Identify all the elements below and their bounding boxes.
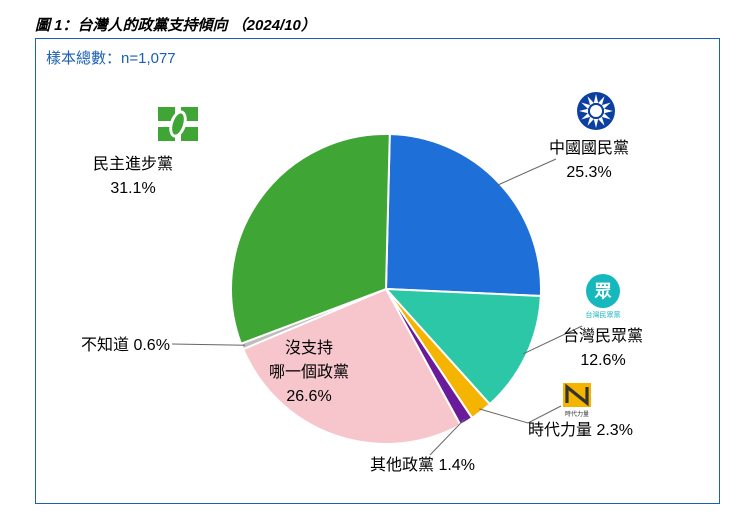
leader-line-dk: [172, 344, 245, 345]
npp-logo-icon: 時代力量: [563, 383, 591, 417]
pie-slice-kmt: [386, 134, 541, 296]
dk-text: 不知道 0.6%: [81, 337, 170, 354]
svg-text:眾: 眾: [594, 282, 612, 301]
tpp-label: 台灣民眾黨 12.6%: [563, 325, 643, 373]
svg-text:時代力量: 時代力量: [565, 410, 589, 417]
tpp-percent: 12.6%: [563, 349, 643, 373]
other-text: 其他政黨 1.4%: [370, 457, 475, 474]
dpp-percent: 31.1%: [93, 177, 173, 201]
dpp-name: 民主進步黨: [93, 153, 173, 177]
dk-label: 不知道 0.6%: [81, 334, 170, 358]
other-label: 其他政黨 1.4%: [370, 454, 475, 478]
none-label: 沒支持 哪一個政黨 26.6%: [269, 337, 349, 409]
kmt-percent: 25.3%: [549, 161, 629, 185]
chart-container: 圖 1：台灣人的政黨支持傾向 （2024/10） 樣本總數：n=1,077 中國…: [0, 0, 753, 518]
kmt-name: 中國國民黨: [549, 137, 629, 161]
svg-text:台灣民眾黨: 台灣民眾黨: [586, 310, 621, 319]
npp-label: 時代力量 2.3%: [528, 419, 633, 443]
npp-text: 時代力量 2.3%: [528, 422, 633, 439]
chart-title: 圖 1：台灣人的政黨支持傾向 （2024/10）: [35, 14, 316, 35]
dpp-label: 民主進步黨 31.1%: [93, 153, 173, 201]
kmt-label: 中國國民黨 25.3%: [549, 137, 629, 185]
dpp-logo-icon: [158, 107, 198, 141]
leader-line-kmt: [497, 159, 556, 185]
tpp-name: 台灣民眾黨: [563, 325, 643, 349]
kmt-logo-icon: [576, 91, 616, 131]
none-percent: 26.6%: [269, 385, 349, 409]
chart-frame: 樣本總數：n=1,077 中國國民黨 25.3% 民主進步黨 31.1% 眾台灣…: [35, 38, 720, 504]
none-line1: 沒支持: [269, 337, 349, 361]
none-line2: 哪一個政黨: [269, 361, 349, 385]
tpp-logo-icon: 眾台灣民眾黨: [584, 274, 622, 320]
